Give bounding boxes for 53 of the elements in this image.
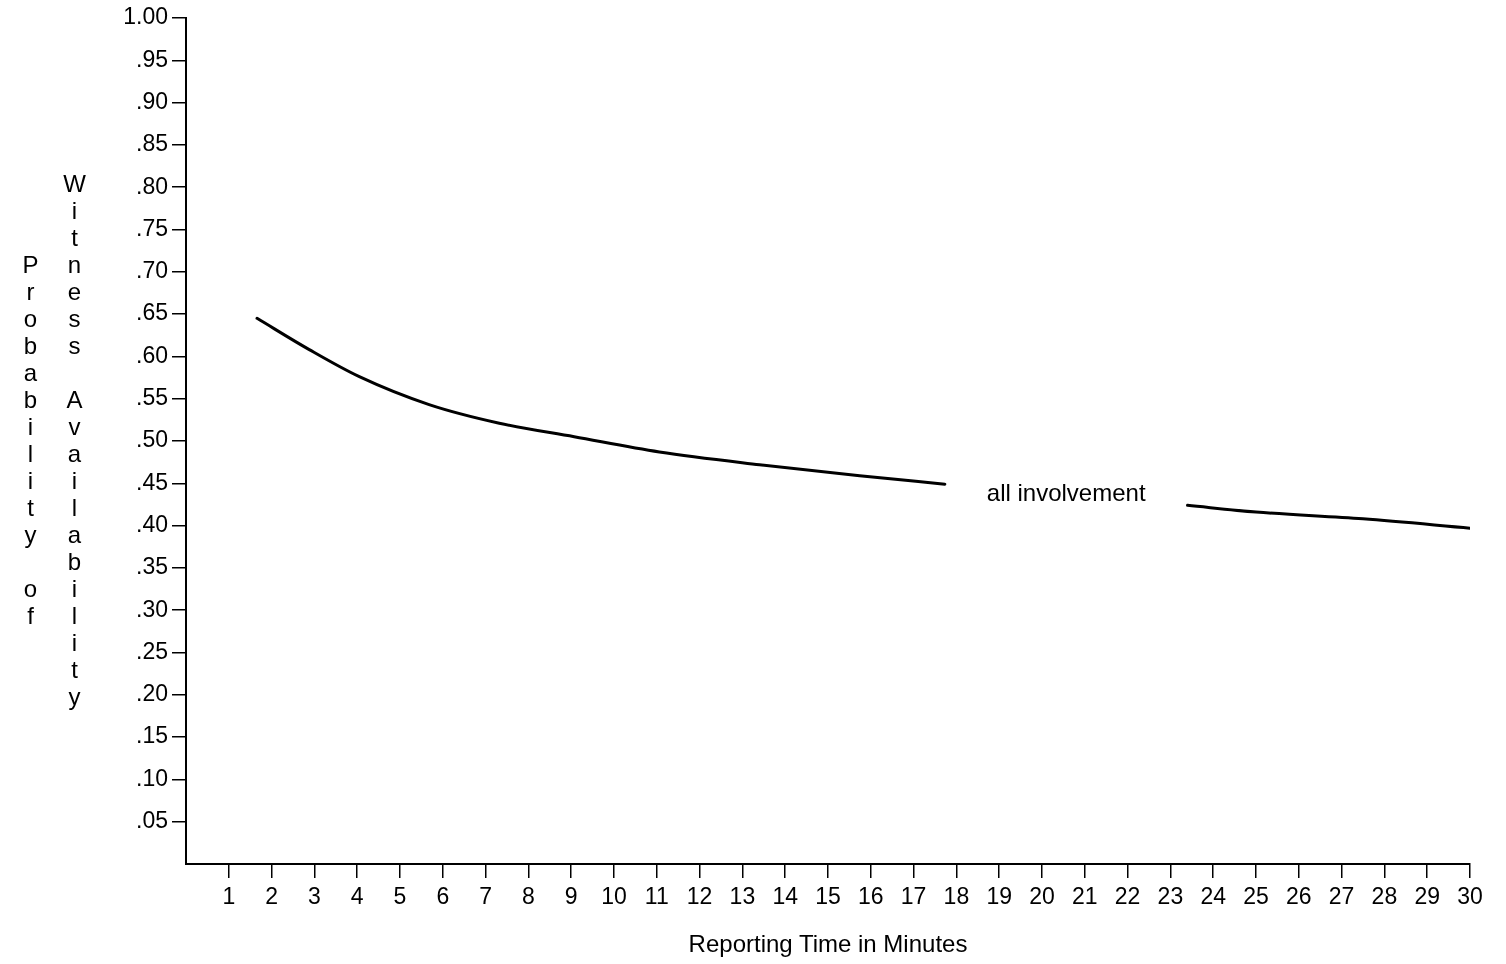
y-tick-label: .35: [136, 553, 168, 580]
x-tick-label: 28: [1371, 883, 1398, 910]
y-tick-label: .20: [136, 680, 168, 707]
x-tick-label: 25: [1243, 883, 1269, 910]
y-tick-label: .50: [136, 426, 168, 453]
y-tick-label: .90: [136, 87, 168, 114]
y-tick-label: .95: [136, 45, 168, 72]
x-tick-label: 16: [858, 883, 884, 910]
y-tick-label: .60: [136, 341, 168, 368]
x-tick-label: 20: [1029, 883, 1055, 910]
x-tick-label: 6: [436, 883, 450, 910]
y-tick-label: .30: [136, 595, 168, 622]
x-tick-label: 9: [564, 883, 578, 910]
x-tick-label: 17: [900, 883, 927, 910]
y-axis-title: Probability of Witness Availability: [16, 169, 89, 712]
y-tick-label: .70: [136, 257, 168, 284]
y-tick-label: .05: [136, 807, 168, 834]
series-label: all involvement: [986, 479, 1146, 507]
x-tick-label: 2: [265, 883, 278, 910]
x-tick-label: 27: [1328, 883, 1355, 910]
x-tick-label: 23: [1157, 883, 1184, 910]
x-axis-title: Reporting Time in Minutes: [688, 930, 968, 958]
x-tick-label: 11: [644, 883, 669, 910]
x-tick-label: 13: [729, 883, 756, 910]
y-tick-label: .65: [136, 299, 168, 326]
x-tick-label: 22: [1114, 883, 1141, 910]
x-tick-label: 29: [1414, 883, 1440, 910]
x-tick-label: 18: [943, 883, 970, 910]
x-tick-label: 14: [772, 883, 799, 910]
x-tick-label: 3: [308, 883, 321, 910]
x-tick-label: 8: [522, 883, 535, 910]
y-tick-label: .85: [136, 130, 168, 157]
y-tick-label: .55: [136, 384, 168, 411]
x-tick-label: 4: [350, 883, 364, 910]
x-tick-label: 19: [986, 883, 1012, 910]
y-tick-label: .15: [136, 722, 168, 749]
x-tick-label: 30: [1457, 883, 1483, 910]
x-tick-label: 1: [222, 883, 236, 910]
y-tick-label: .80: [136, 172, 168, 199]
y-tick-label: 1.00: [123, 3, 168, 30]
x-tick-label: 7: [479, 883, 492, 910]
y-tick-label: .10: [136, 764, 168, 791]
x-tick-label: 10: [601, 883, 627, 910]
x-tick-label: 15: [815, 883, 841, 910]
x-tick-label: 26: [1286, 883, 1312, 910]
x-tick-label: 5: [393, 883, 407, 910]
y-tick-label: .75: [136, 214, 168, 241]
x-tick-label: 24: [1200, 883, 1227, 910]
x-tick-label: 12: [686, 883, 713, 910]
y-tick-label: .25: [136, 637, 168, 664]
y-tick-label: .45: [136, 468, 168, 495]
x-tick-label: 21: [1072, 883, 1098, 910]
y-tick-label: .40: [136, 510, 168, 537]
